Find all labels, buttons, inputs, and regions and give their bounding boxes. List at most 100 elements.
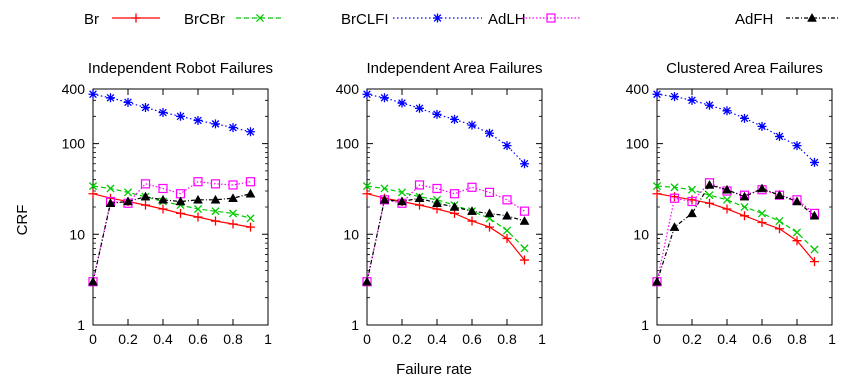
- data-point-brcbr: [502, 226, 512, 235]
- data-point-brcbr: [652, 182, 662, 191]
- y-tick-label: 10: [633, 226, 649, 242]
- series-brclfi: [652, 89, 819, 167]
- data-point-adfh: [379, 194, 390, 204]
- data-point-br: [362, 189, 372, 199]
- data-point-brcbr: [397, 188, 407, 197]
- data-point-brclfi: [810, 157, 819, 167]
- data-point-brclfi: [775, 131, 784, 141]
- legend-marker-adlh: [546, 13, 556, 23]
- data-point-adfh: [158, 194, 168, 204]
- data-point-adlh: [449, 189, 460, 199]
- data-point-br: [705, 198, 714, 208]
- series-adlh: [652, 178, 820, 287]
- series-line-adfh: [366, 197, 525, 282]
- series-brcbr: [652, 182, 819, 254]
- series-adlh: [88, 177, 256, 287]
- data-point-brclfi: [740, 113, 749, 123]
- data-point-brclfi: [123, 97, 133, 107]
- legend: Br BrCBr BrCLFI AdLH AdFH: [84, 11, 838, 28]
- data-point-brcbr: [775, 216, 784, 226]
- x-tick-label: 0.4: [717, 331, 737, 347]
- legend-item-adfh: AdFH: [735, 11, 838, 28]
- data-point-adlh: [519, 206, 530, 216]
- data-point-adfh: [757, 183, 767, 193]
- y-minor-ticks: [367, 88, 542, 299]
- y-tick-label: 10: [69, 226, 85, 242]
- data-point-brcbr: [123, 188, 133, 197]
- series-line-brclfi: [366, 93, 525, 165]
- data-point-br: [228, 219, 238, 229]
- series-line-adfh: [92, 193, 251, 282]
- x-tick-label: 0.4: [153, 331, 173, 347]
- data-point-brclfi: [757, 121, 767, 131]
- series-br: [652, 189, 819, 267]
- data-point-brclfi: [722, 106, 732, 116]
- data-point-brclfi: [670, 92, 679, 102]
- data-point-adlh: [245, 177, 256, 187]
- x-tick-label: 0.6: [188, 331, 208, 347]
- series-brclfi: [362, 89, 529, 169]
- legend-item-brclfi: BrCLFI: [341, 11, 482, 28]
- y-minor-ticks: [657, 88, 832, 299]
- series-line-brclfi: [92, 93, 251, 133]
- data-point-brclfi: [705, 100, 714, 110]
- x-tick-label: 0.8: [497, 331, 517, 347]
- data-point-br: [757, 217, 767, 227]
- data-point-adfh: [123, 196, 133, 206]
- data-point-br: [775, 224, 784, 234]
- data-point-adfh: [210, 194, 221, 204]
- data-point-brclfi: [687, 95, 697, 105]
- data-point-brclfi: [502, 141, 512, 151]
- data-point-adfh: [484, 208, 495, 218]
- data-point-adfh: [739, 191, 750, 201]
- data-point-br: [415, 200, 424, 210]
- data-point-adfh: [687, 208, 697, 218]
- data-point-br: [792, 236, 802, 246]
- data-point-brcbr: [88, 182, 98, 191]
- data-point-brclfi: [415, 103, 424, 113]
- x-tick-label: 0.4: [427, 331, 447, 347]
- series-line-brcbr: [92, 185, 251, 219]
- data-point-adfh: [414, 193, 425, 202]
- x-tick-label: 1: [828, 331, 836, 347]
- data-point-brclfi: [141, 103, 150, 113]
- series-line-brcbr: [656, 185, 815, 250]
- data-point-br: [246, 222, 255, 232]
- legend-marker-brclfi: [433, 13, 442, 23]
- data-point-adfh: [467, 206, 477, 215]
- data-point-adfh: [669, 222, 680, 231]
- data-point-brclfi: [106, 93, 115, 103]
- data-point-adfh: [105, 198, 116, 207]
- data-point-adfh: [792, 196, 802, 206]
- data-point-adfh: [449, 201, 460, 211]
- legend-marker-brcbr: [255, 13, 265, 23]
- panel-title: Independent Robot Failures: [88, 60, 273, 77]
- x-tick-label: 1: [264, 331, 272, 347]
- legend-label-adlh: AdLH: [488, 11, 526, 28]
- y-tick-label: 10: [343, 226, 359, 242]
- data-point-adfh: [175, 196, 186, 206]
- data-point-br: [88, 189, 98, 199]
- data-point-brclfi: [211, 119, 220, 129]
- y-tick-label: 1: [641, 317, 649, 333]
- data-point-adfh: [519, 216, 530, 225]
- legend-label-adfh: AdFH: [735, 11, 773, 28]
- data-point-brclfi: [652, 89, 662, 99]
- data-point-brclfi: [520, 159, 529, 169]
- y-tick-label: 100: [336, 136, 360, 152]
- data-point-adfh: [502, 210, 512, 220]
- data-point-br: [670, 192, 679, 202]
- data-point-adlh: [669, 193, 680, 203]
- series-adfh: [652, 179, 820, 286]
- data-point-brclfi: [88, 89, 98, 99]
- data-point-br: [652, 189, 662, 199]
- x-tick-label: 1: [538, 331, 546, 347]
- data-point-br: [740, 211, 749, 221]
- data-point-br: [687, 195, 697, 205]
- data-point-brclfi: [176, 111, 185, 121]
- x-tick-label: 0: [363, 331, 371, 347]
- data-point-brcbr: [211, 207, 220, 216]
- data-point-br: [485, 222, 494, 232]
- data-point-adlh: [158, 183, 168, 194]
